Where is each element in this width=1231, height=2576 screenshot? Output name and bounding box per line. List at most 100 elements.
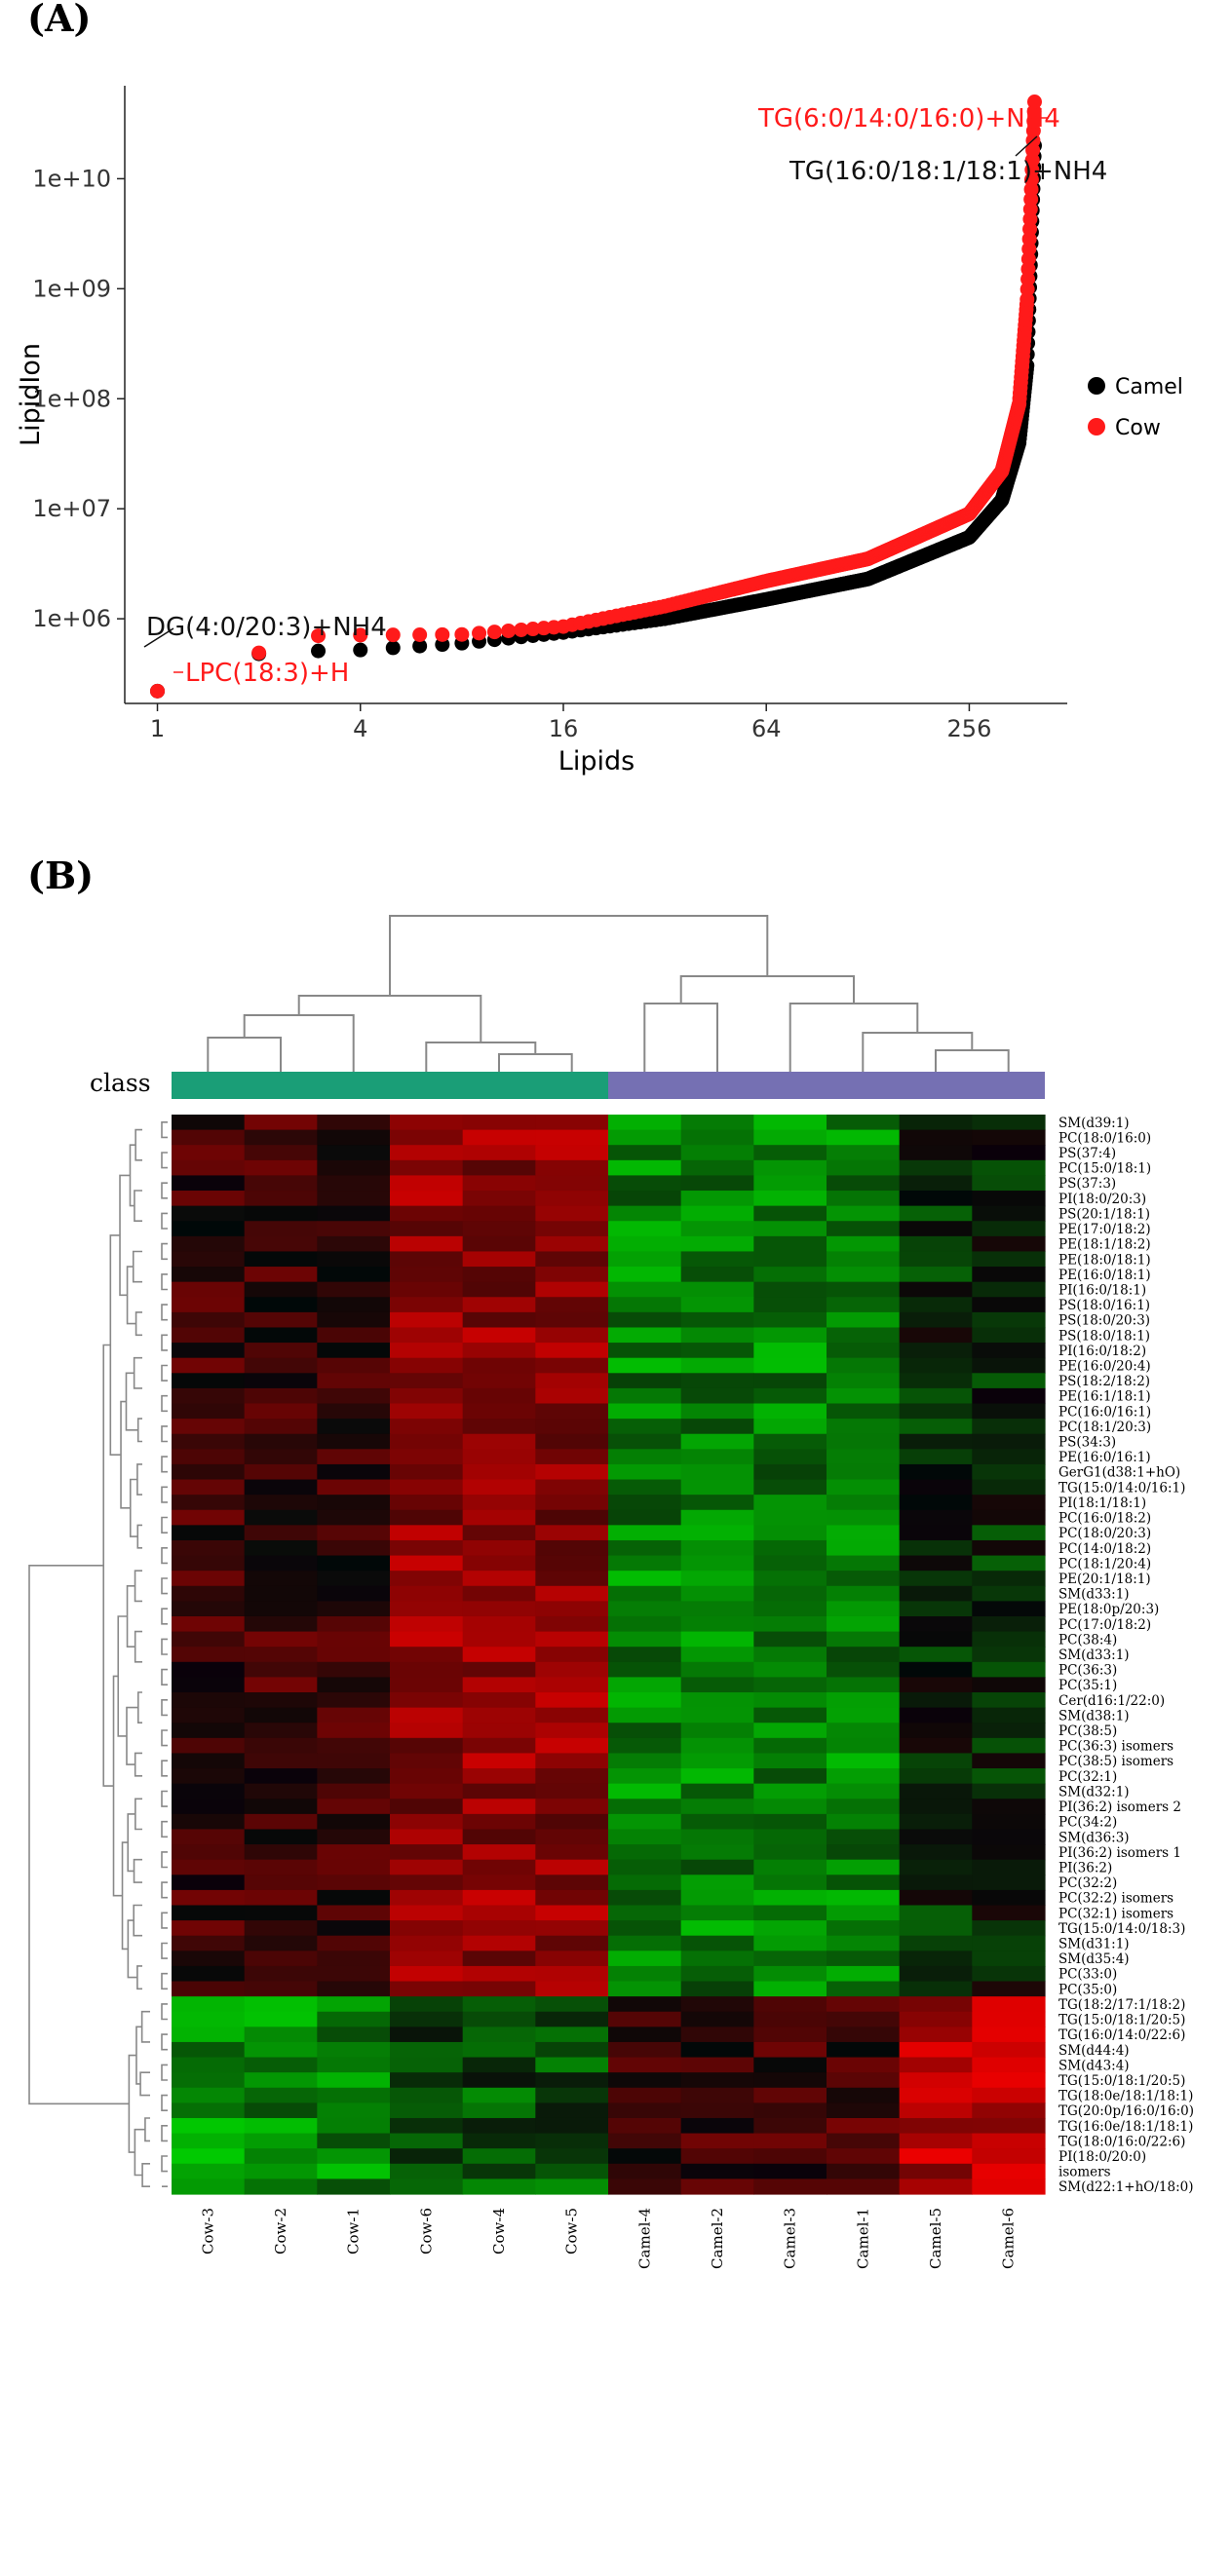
heatmap-row-labels: SM(d39:1)PC(18:0/16:0)PS(37:4)PC(15:0/18… <box>1058 1116 1194 2195</box>
heatmap-cell <box>390 1221 464 1237</box>
heatmap-cell <box>972 1647 1046 1663</box>
heatmap-cell <box>680 1145 754 1161</box>
heatmap-cell <box>680 1419 754 1435</box>
row-label: PS(18:2/18:2) <box>1058 1374 1150 1389</box>
heatmap-cell <box>680 1403 754 1420</box>
heatmap-cell <box>608 1905 682 1921</box>
annotation-tg-16-0: TG(16:0/18:1/18:1)+NH4 <box>789 157 1107 186</box>
panel-a-label: (A) <box>27 0 91 40</box>
heatmap-cell <box>899 1221 973 1237</box>
row-label: SM(d44:4) <box>1058 2043 1130 2059</box>
data-point <box>412 627 428 642</box>
heatmap-cell <box>462 2178 536 2195</box>
dendrogram-branch <box>133 1356 142 1389</box>
row-label: Cer(d16:1/22:0) <box>1058 1693 1165 1709</box>
heatmap-cell <box>462 1115 536 1131</box>
heatmap-cell <box>680 1875 754 1891</box>
dendrogram-branch <box>161 1121 168 1139</box>
heatmap-cell <box>753 1829 827 1845</box>
heatmap-cell <box>827 1555 901 1572</box>
heatmap-cell <box>753 1555 827 1572</box>
heatmap-cell <box>535 2102 609 2119</box>
heatmap-cell <box>390 2163 464 2179</box>
heatmap-cell <box>680 1965 754 1983</box>
row-label: PE(16:0/16:1) <box>1058 1450 1151 1465</box>
heatmap-cell <box>535 1981 609 1997</box>
heatmap-cell <box>608 1615 682 1633</box>
row-dendrogram <box>28 1121 168 2187</box>
heatmap-cell <box>899 1829 973 1845</box>
heatmap-cell <box>680 1297 754 1313</box>
heatmap-cell <box>462 1205 536 1222</box>
heatmap-cell <box>244 1373 318 1389</box>
heatmap-cell <box>972 1373 1046 1389</box>
heatmap-cell <box>317 1509 391 1526</box>
heatmap-cell <box>172 1647 246 1663</box>
dendrogram-branch <box>243 1014 355 1072</box>
heatmap-cell <box>827 2163 901 2179</box>
heatmap-cell <box>535 2041 609 2059</box>
heatmap-cell <box>317 1783 391 1799</box>
heatmap-cell <box>827 1844 901 1861</box>
heatmap-cell <box>608 1343 682 1359</box>
row-label: TG(16:0e/18:1/18:1) <box>1058 2119 1193 2135</box>
column-label: Cow-1 <box>345 2208 363 2254</box>
heatmap-cell <box>317 1692 391 1709</box>
heatmap-cell <box>972 1996 1046 2013</box>
dendrogram-branch <box>127 1813 135 1873</box>
heatmap-cell <box>608 2148 682 2165</box>
heatmap-cell <box>172 2102 246 2119</box>
heatmap-cell <box>827 1251 901 1268</box>
heatmap-cell <box>827 1951 901 1967</box>
heatmap-cell <box>462 1829 536 1845</box>
heatmap-cell <box>172 1145 246 1161</box>
heatmap-cell <box>972 2057 1046 2073</box>
heatmap-cell <box>535 1707 609 1724</box>
heatmap-cell <box>462 1145 536 1161</box>
heatmap-cell <box>753 1297 827 1313</box>
dendrogram-branch <box>132 1250 142 1283</box>
heatmap-cell <box>535 1920 609 1937</box>
heatmap-cell <box>244 1403 318 1420</box>
heatmap-cell <box>972 1509 1046 1526</box>
heatmap-cell <box>317 1965 391 1983</box>
heatmap-cell <box>390 1281 464 1298</box>
heatmap-cell <box>390 1677 464 1693</box>
heatmap-cell <box>753 2027 827 2043</box>
heatmap-cell <box>462 1419 536 1435</box>
heatmap-cell <box>390 1311 464 1329</box>
heatmap-cell <box>317 1631 391 1648</box>
dendrogram-branch <box>161 1152 168 1169</box>
heatmap-cell <box>753 1905 827 1921</box>
heatmap-cell <box>462 1996 536 2013</box>
row-label: PC(38:5) <box>1058 1724 1117 1739</box>
heatmap-cell <box>608 1692 682 1709</box>
heatmap-cell <box>972 2117 1046 2135</box>
heatmap-cell <box>462 2011 536 2027</box>
heatmap-cell <box>535 1539 609 1557</box>
heatmap-cell <box>972 2148 1046 2165</box>
heatmap-cell <box>462 1707 536 1724</box>
heatmap-cell <box>899 1129 973 1146</box>
heatmap-cell <box>244 2102 318 2119</box>
heatmap-cell <box>462 1525 536 1541</box>
heatmap-cell <box>535 1281 609 1298</box>
heatmap-cell <box>753 1387 827 1405</box>
data-point <box>435 626 450 642</box>
row-label: PS(18:0/18:1) <box>1058 1328 1150 1344</box>
heatmap-cell <box>753 1343 827 1359</box>
data-point <box>311 628 327 644</box>
heatmap-cell <box>244 1311 318 1329</box>
dendrogram-branch <box>161 1942 168 1959</box>
heatmap-cell <box>972 1601 1046 1617</box>
heatmap-cell <box>972 1783 1046 1799</box>
heatmap-cell <box>390 1859 464 1875</box>
row-label: SM(d38:1) <box>1058 1708 1130 1724</box>
heatmap-cell <box>972 1175 1046 1192</box>
heatmap-cell <box>535 1768 609 1785</box>
heatmap-cell <box>899 1585 973 1602</box>
heatmap-cell <box>535 1343 609 1359</box>
heatmap-cell <box>753 1311 827 1329</box>
heatmap-cell <box>972 1571 1046 1587</box>
